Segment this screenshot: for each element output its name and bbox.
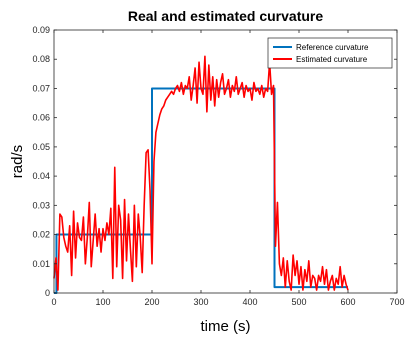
y-tick-label: 0.07 [32,83,50,93]
legend: Reference curvature Estimated curvature [267,37,393,69]
reference-curvature-line [54,87,348,294]
estimated-curvature-line [53,55,349,291]
series-layer [53,55,349,294]
y-tick-label: 0.04 [32,171,50,181]
y-tick-label: 0.05 [32,142,50,152]
plot-area: 0 100 200 300 400 500 600 700 0 0.01 0.02 0.03 0.04… [32,25,404,307]
x-axis-label: time (s) [201,318,251,335]
y-tick-label: 0.08 [32,54,50,64]
x-tick-label: 100 [95,297,110,307]
x-tick-label: 200 [144,297,159,307]
x-tick-label: 0 [51,297,56,307]
x-tick-label: 700 [389,297,404,307]
y-tick-label: 0.03 [32,200,50,210]
y-tick-label: 0.01 [32,259,50,269]
y-axis-label: rad/s [9,145,26,178]
y-axis: 0 0.01 0.02 0.03 0.04 0.05 0.06 0.07 0.08 0.09 [32,25,397,298]
legend-box [267,37,393,69]
x-tick-label: 400 [242,297,257,307]
x-axis: 0 100 200 300 400 500 600 700 [51,30,405,307]
axes-box [53,29,398,294]
y-tick-label: 0.09 [32,25,50,35]
chart-title: Real and estimated curvature [128,8,324,24]
plot-background [54,30,397,293]
legend-label-estimated: Estimated curvature [296,55,368,64]
y-tick-label: 0.02 [32,230,50,240]
legend-label-reference: Reference curvature [296,43,369,52]
x-tick-label: 300 [193,297,208,307]
y-tick-label: 0 [45,288,50,298]
y-tick-label: 0.06 [32,113,50,123]
x-tick-label: 500 [291,297,306,307]
x-tick-label: 600 [340,297,355,307]
